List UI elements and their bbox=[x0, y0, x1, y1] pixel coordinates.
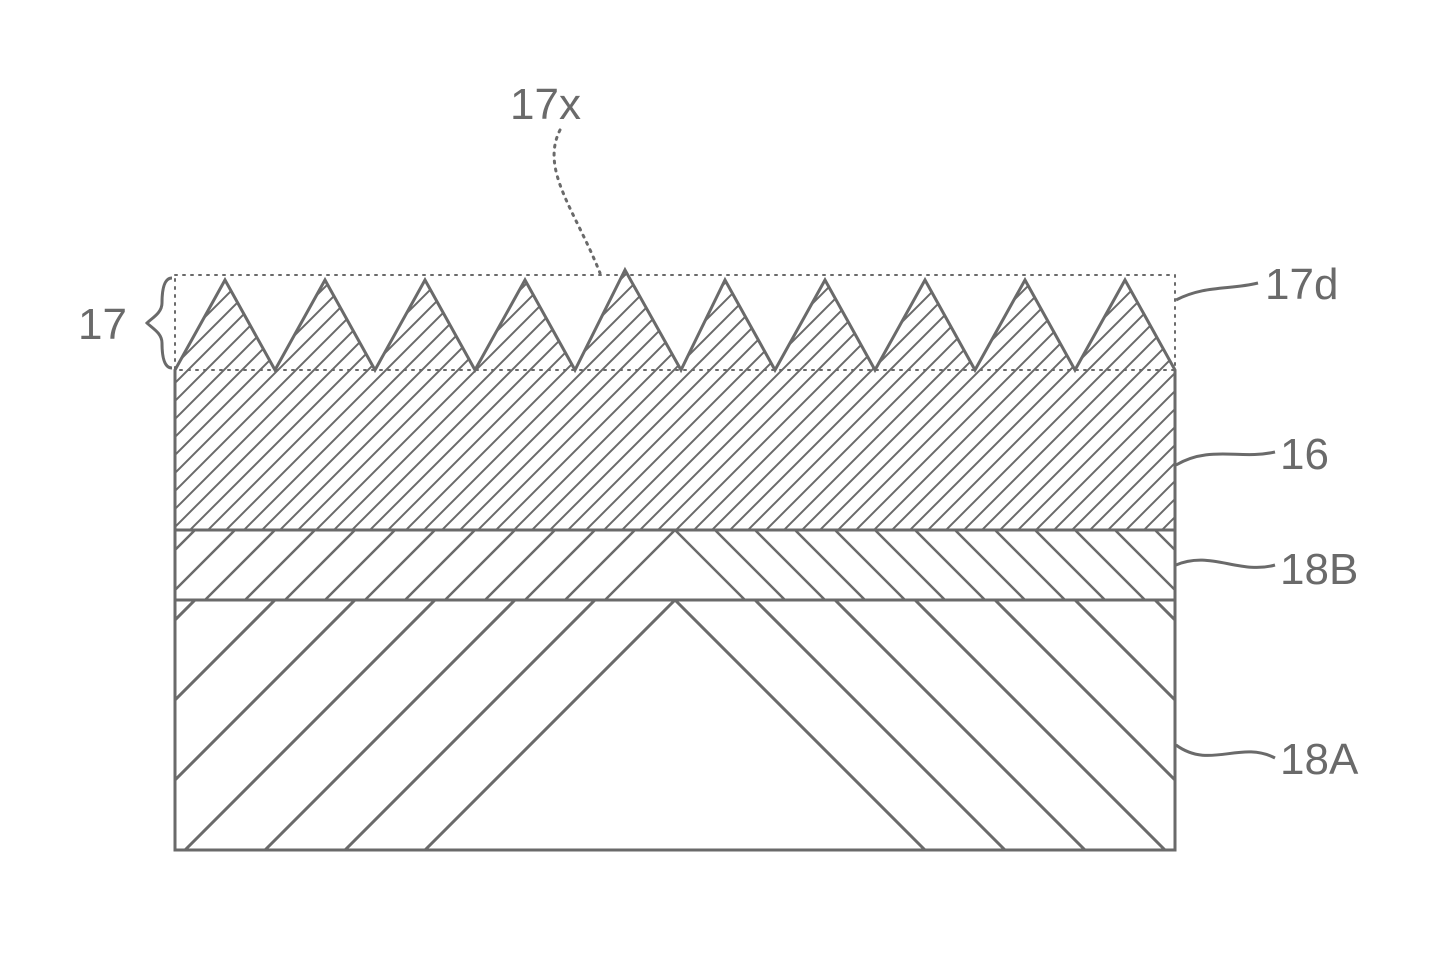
label-17: 17 bbox=[78, 300, 127, 350]
label-17x: 17x bbox=[510, 80, 581, 130]
label-16: 16 bbox=[1280, 430, 1329, 480]
label-18B: 18B bbox=[1280, 545, 1358, 595]
figure-stage: 17x 17d 17 16 18B 18A bbox=[0, 0, 1449, 978]
label-17d: 17d bbox=[1265, 260, 1338, 310]
diagram-svg bbox=[0, 0, 1449, 978]
leader-18B bbox=[1176, 560, 1275, 567]
layer-16 bbox=[175, 270, 1175, 530]
leader-18A bbox=[1176, 745, 1275, 758]
layer-18B bbox=[45, 530, 1305, 600]
leader-17d bbox=[1176, 283, 1258, 300]
leader-17x bbox=[554, 130, 600, 273]
leader-16 bbox=[1176, 452, 1275, 465]
brace-17 bbox=[147, 278, 172, 368]
layer-18A bbox=[0, 600, 1449, 850]
label-18A: 18A bbox=[1280, 735, 1358, 785]
